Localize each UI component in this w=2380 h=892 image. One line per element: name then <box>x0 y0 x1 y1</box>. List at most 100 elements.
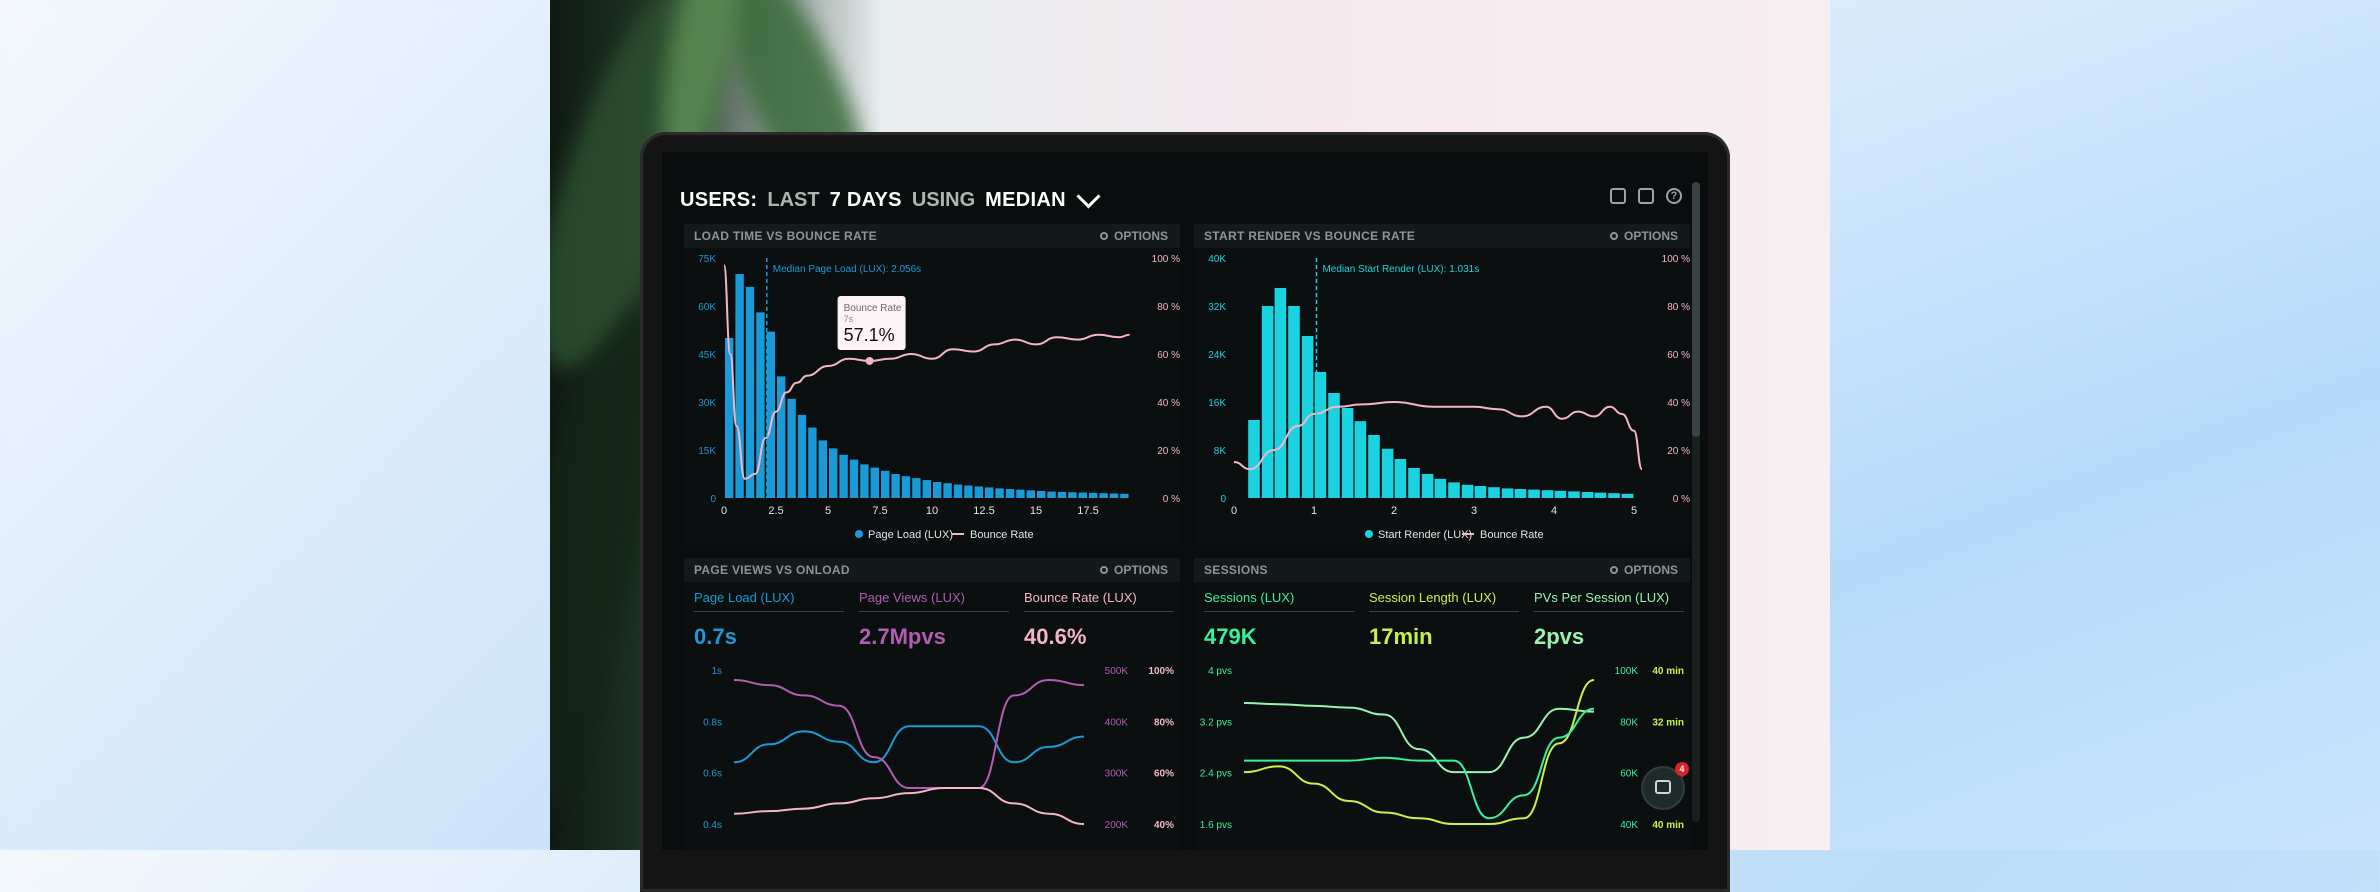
chevron-down-icon[interactable] <box>1076 183 1101 209</box>
metric-label: Session Length (LUX) <box>1369 590 1519 612</box>
bar <box>1037 490 1046 498</box>
metric-label: Page Load (LUX) <box>694 590 844 612</box>
tooltip-value: 57.1% <box>844 325 895 345</box>
options-button[interactable]: OPTIONS <box>1609 563 1678 577</box>
bar <box>735 274 744 498</box>
bar <box>1068 492 1077 498</box>
bar <box>777 376 786 498</box>
y-tick-label-left: 1.6 pvs <box>1200 820 1232 831</box>
x-tick-label: 7.5 <box>872 505 887 517</box>
chat-button[interactable]: 4 <box>1643 762 1689 808</box>
bar <box>829 448 838 498</box>
metric-page-load[interactable]: Page Load (LUX) 0.7s <box>694 590 844 650</box>
bar <box>1514 489 1527 498</box>
bar <box>922 480 931 498</box>
chart-sessions: 1.6 pvs 2.4 pvs 3.2 pvs 4 pvs 40K 60K 80K 100K 4… <box>1200 666 1684 831</box>
bar <box>1394 459 1407 498</box>
x-tick-label: 10 <box>926 505 938 517</box>
scrollbar-thumb[interactable] <box>1692 182 1700 437</box>
series-line <box>1243 679 1595 825</box>
title-range-value: 7 DAYS <box>829 188 902 211</box>
options-button[interactable]: OPTIONS <box>1099 229 1168 243</box>
panel-page-views: PAGE VIEWS VS ONLOAD OPTIONS Page Load (… <box>684 558 1180 850</box>
bar <box>1047 491 1056 498</box>
metric-sessions[interactable]: Sessions (LUX) 479K <box>1204 590 1354 650</box>
bar <box>985 487 994 498</box>
y-tick-label-right: 60% <box>1154 769 1174 780</box>
bar <box>1120 493 1129 498</box>
bar <box>797 414 807 498</box>
y-tick-label-left: 4 pvs <box>1208 666 1232 677</box>
median-label: Median Page Load (LUX): 2.056s <box>773 264 921 275</box>
external-link-icon[interactable] <box>1638 188 1654 204</box>
help-icon[interactable]: ? <box>1666 188 1682 204</box>
dashboard-title-bar[interactable]: USERS: LAST 7 DAYS USING MEDIAN <box>680 183 1101 213</box>
bar <box>1089 492 1098 498</box>
y-tick-label-right: 40 % <box>1157 398 1180 409</box>
bar <box>745 286 755 498</box>
scrollbar[interactable] <box>1692 182 1700 822</box>
x-tick-label: 0 <box>1231 505 1237 517</box>
right-backdrop <box>1830 0 2380 850</box>
y-tick-label-right: 60 % <box>1667 350 1690 361</box>
x-tick-label: 2 <box>1391 505 1397 517</box>
y-tick-label-left: 8K <box>1214 446 1227 457</box>
bar <box>1328 393 1340 498</box>
y-tick-label-left: 45K <box>698 350 716 361</box>
y-tick-label-right: 40 % <box>1667 398 1690 409</box>
chart-page-views: 0.4s 0.6s 0.8s 1s 200K 300K 400K 500K 40% 60% 80% 1… <box>703 666 1174 831</box>
bar <box>1288 306 1300 498</box>
bar <box>953 484 963 498</box>
legend-swatch-bars <box>855 530 863 538</box>
bounce-rate-line <box>723 264 1130 480</box>
bar <box>881 470 890 498</box>
y-tick-label-right: 100 % <box>1662 254 1690 265</box>
metric-page-views[interactable]: Page Views (LUX) 2.7Mpvs <box>859 590 1009 650</box>
bar <box>1621 493 1634 498</box>
gear-icon <box>1609 566 1618 574</box>
gear-icon <box>1609 232 1618 240</box>
y-tick-label-left: 3.2 pvs <box>1200 717 1232 728</box>
bar <box>1248 420 1260 498</box>
panel-header <box>684 224 1180 248</box>
metric-session-length[interactable]: Session Length (LUX) 17min <box>1369 590 1519 650</box>
bar <box>849 459 859 498</box>
y-tick-label-mid: 100K <box>1615 666 1639 677</box>
bar <box>1568 491 1580 498</box>
tooltip-sub: 7s <box>844 314 854 324</box>
bar <box>766 331 775 498</box>
y-tick-label-left: 24K <box>1208 350 1226 361</box>
bar <box>1314 372 1327 498</box>
legend-label: Bounce Rate <box>1480 529 1544 541</box>
title-range-word: LAST <box>767 188 820 211</box>
metric-pvs-per-session[interactable]: PVs Per Session (LUX) 2pvs <box>1534 590 1684 650</box>
bar <box>1005 489 1015 498</box>
gear-icon <box>1099 566 1108 574</box>
x-tick-label: 4 <box>1551 505 1557 517</box>
chart-load-time: 0 15K 30K 45K 60K 75K 0 % 20 % 40 % 60 % 80 % 100 %… <box>698 254 1180 541</box>
options-button[interactable]: OPTIONS <box>1099 563 1168 577</box>
bar <box>1099 493 1108 498</box>
y-tick-label-right: 32 min <box>1652 717 1684 728</box>
options-label: OPTIONS <box>1113 229 1168 243</box>
bar <box>995 488 1004 498</box>
y-tick-label-mid: 400K <box>1105 717 1129 728</box>
metric-value: 479K <box>1204 624 1257 649</box>
y-tick-label-right: 20 % <box>1157 446 1180 457</box>
options-label: OPTIONS <box>1623 563 1678 577</box>
bar <box>974 486 983 498</box>
bar <box>808 427 817 498</box>
x-tick-label: 1 <box>1311 505 1317 517</box>
x-tick-label: 5 <box>1631 505 1637 517</box>
monitor-icon[interactable] <box>1610 188 1626 204</box>
y-tick-label-right: 60 % <box>1157 350 1180 361</box>
y-tick-label-right: 20 % <box>1667 446 1690 457</box>
metric-bounce-rate[interactable]: Bounce Rate (LUX) 40.6% <box>1024 590 1174 650</box>
chart-start-render: 0 8K 16K 24K 32K 40K 0 % 20 % 40 % 60 % 80 % 100 % 0… <box>1208 254 1690 541</box>
bar <box>1488 487 1500 498</box>
bar <box>933 482 942 498</box>
x-tick-label: 15 <box>1030 505 1042 517</box>
y-tick-label-right: 0 % <box>1163 494 1180 505</box>
options-button[interactable]: OPTIONS <box>1609 229 1678 243</box>
panel-load-time: LOAD TIME VS BOUNCE RATE OPTIONS 0 15K 30K… <box>684 224 1180 544</box>
